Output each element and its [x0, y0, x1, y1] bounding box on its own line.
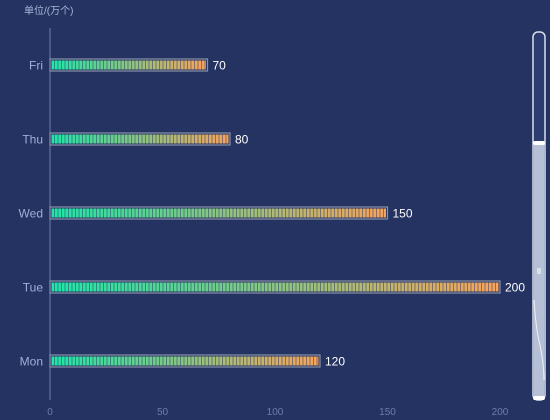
category-label-fri: Fri [29, 59, 43, 73]
scrollbar-selected-range[interactable] [534, 142, 544, 400]
bar-fill [51, 356, 319, 366]
x-tick-label: 150 [379, 407, 396, 418]
bar-frame [49, 58, 209, 72]
category-label-wed: Wed [19, 207, 43, 221]
bar-frame [49, 280, 501, 294]
scrollbar-handle-bottom[interactable] [533, 396, 545, 400]
bar-mon: 120 [49, 354, 345, 369]
bars-group: 120 200 150 80 70 [49, 58, 525, 369]
vertical-zoom-scrollbar[interactable] [532, 31, 546, 401]
unit-label: 单位/(万个) [24, 4, 73, 17]
value-label-mon: 120 [325, 355, 345, 369]
bar-frame [49, 206, 389, 220]
bar-frame [49, 354, 321, 368]
x-tick-label: 0 [47, 407, 53, 418]
x-tick-label: 50 [157, 407, 169, 418]
bar-fill [51, 134, 229, 144]
bar-fill [51, 60, 206, 70]
value-label-fri: 70 [213, 59, 227, 73]
category-label-tue: Tue [23, 281, 44, 295]
x-tick-label: 200 [492, 407, 509, 418]
x-tick-label: 100 [267, 407, 284, 418]
category-label-mon: Mon [20, 355, 43, 369]
value-label-thu: 80 [235, 133, 249, 147]
bar-thu: 80 [49, 132, 249, 147]
bar-fri: 70 [49, 58, 227, 73]
category-labels: Mon Tue Wed Thu Fri [19, 59, 44, 369]
x-tick-labels: 0 50 100 150 200 [47, 407, 509, 418]
bar-tue: 200 [49, 280, 525, 295]
bar-wed: 150 [49, 206, 413, 221]
value-label-tue: 200 [505, 281, 525, 295]
category-label-thu: Thu [22, 133, 43, 147]
scrollbar-handle-top[interactable] [533, 141, 545, 145]
bar-frame [49, 132, 231, 146]
value-label-wed: 150 [393, 207, 413, 221]
scrollbar-shadow-line [533, 299, 545, 381]
